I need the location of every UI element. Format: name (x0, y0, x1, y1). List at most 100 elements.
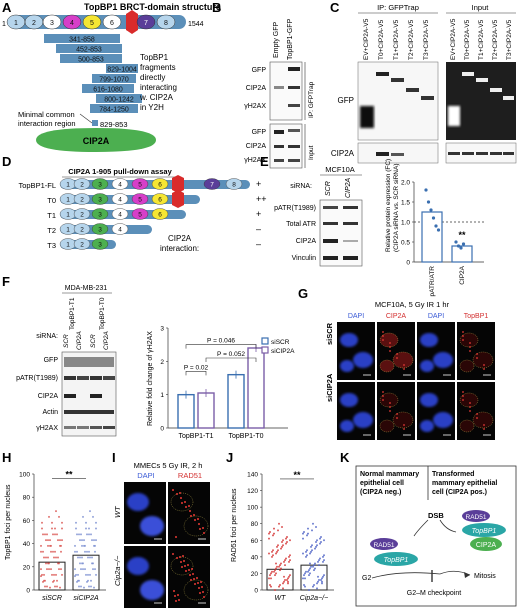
g-micrograph (417, 322, 455, 380)
c-input-lane-label: EV+CIP2A-V5 (450, 18, 457, 60)
d-domain-label: 6 (158, 212, 162, 219)
h-point (42, 533, 44, 536)
h-point (40, 544, 42, 547)
g-focus (462, 331, 464, 333)
f-pvalue-bracket (185, 344, 257, 349)
a-domain-label: 1 (14, 20, 18, 27)
i-image-grid (124, 482, 210, 608)
i-focus (191, 568, 193, 570)
h-point (61, 539, 63, 542)
i-focus (172, 553, 174, 555)
c-ip-lane-label: T1+CIP2A-V5 (393, 19, 400, 60)
j-point (307, 527, 309, 530)
j-point (321, 582, 323, 585)
j-point (278, 522, 280, 525)
a-domain-5 (82, 14, 102, 30)
g-focus (389, 410, 391, 412)
h-point (79, 556, 81, 559)
h-point (40, 568, 42, 571)
j-ytick-label: 140 (247, 472, 258, 479)
j-point (316, 539, 318, 542)
e-ytick-label: 0 (406, 260, 410, 267)
h-point (58, 568, 60, 571)
j-point (322, 555, 324, 558)
panel-f: F MDA-MB-231 TopBP1-T1 TopBP1-T0 siRNA: … (2, 274, 295, 440)
k-dsb: DSB (428, 511, 444, 520)
i-focus (198, 523, 200, 525)
d-domain-label: 2 (80, 197, 84, 204)
i-focus (179, 492, 181, 494)
i-focus (196, 577, 198, 579)
a-fragment-bar (106, 64, 138, 73)
h-point (94, 550, 96, 553)
e-point (434, 224, 438, 228)
h-point (61, 521, 63, 524)
h-point (85, 527, 87, 530)
h-point (48, 515, 50, 518)
c-band (503, 152, 514, 155)
a-domain-label: 3 (50, 20, 54, 27)
j-point (284, 579, 286, 582)
j-point (272, 549, 274, 552)
j-point (303, 574, 305, 577)
j-chart: 0 20 40 60 80 100 120 140 WT Cip2a−/− ** (247, 470, 334, 602)
topbp1-end: 1544 (188, 21, 204, 28)
j-point (280, 567, 282, 570)
g-micrograph (377, 322, 415, 380)
e-ytick-label: 2.0 (401, 180, 410, 187)
g-focus (403, 428, 405, 430)
h-point (46, 585, 48, 588)
g-focus (469, 342, 471, 344)
d-domain-label: 5 (138, 212, 142, 219)
g-row-sicip2a: siCIP2A (325, 373, 334, 402)
k-left-title-1: Normal mammary (360, 471, 419, 478)
g-nucleus (433, 412, 453, 428)
b-col-topbp1: TopBP1-GFP (287, 18, 294, 60)
e-point (431, 216, 436, 220)
j-point (285, 557, 287, 560)
c-band (462, 72, 474, 76)
f-group-t0: TopBP1-T0 (99, 297, 106, 330)
k-topbp1-right-label: TopBP1 (472, 528, 497, 535)
i-focus (181, 566, 183, 568)
j-point (271, 570, 273, 573)
j-point (288, 555, 290, 558)
h-bar (38, 561, 66, 591)
i-micrograph (124, 482, 166, 544)
j-point (273, 570, 275, 573)
b-ip-row-h2ax: γH2AX (244, 103, 266, 110)
j-point (283, 580, 285, 583)
a-cip2a-oval (36, 128, 156, 152)
a-domain-group: 1 2 3 4 5 6 7 8 (6, 10, 176, 34)
j-point (288, 575, 290, 578)
f-lane-3: SCR (90, 334, 97, 348)
g-signal (459, 359, 475, 373)
a-fragment-label: 500-853 (78, 57, 104, 64)
d-domain-label: 7 (210, 182, 214, 189)
j-point (314, 567, 316, 570)
h-point (59, 586, 61, 589)
g-focus (382, 391, 384, 393)
j-point (270, 577, 272, 580)
g-focus (396, 357, 398, 359)
d-result: – (256, 224, 261, 234)
panel-k: K Normal mammary epithelial cell (CIP2A … (340, 450, 517, 607)
e-row-cip2a: CIP2A (296, 238, 317, 245)
j-xcat: WT (275, 595, 287, 602)
g-nucleus (340, 360, 354, 372)
h-point (86, 580, 88, 583)
i-focus (203, 596, 205, 598)
g-focus (382, 399, 384, 401)
h-point (94, 544, 96, 547)
j-point (309, 552, 311, 555)
e-point (426, 200, 431, 204)
h-point (52, 533, 54, 536)
d-domain-label: 4 (118, 182, 122, 189)
panel-letter-h: H (2, 450, 11, 465)
h-point (49, 586, 51, 589)
k-arrowhead (464, 572, 470, 578)
f-lane-1: SCR (63, 334, 70, 348)
h-point (44, 533, 46, 536)
k-g2: G2 (362, 575, 371, 582)
d-domain-label: 1 (66, 182, 70, 189)
